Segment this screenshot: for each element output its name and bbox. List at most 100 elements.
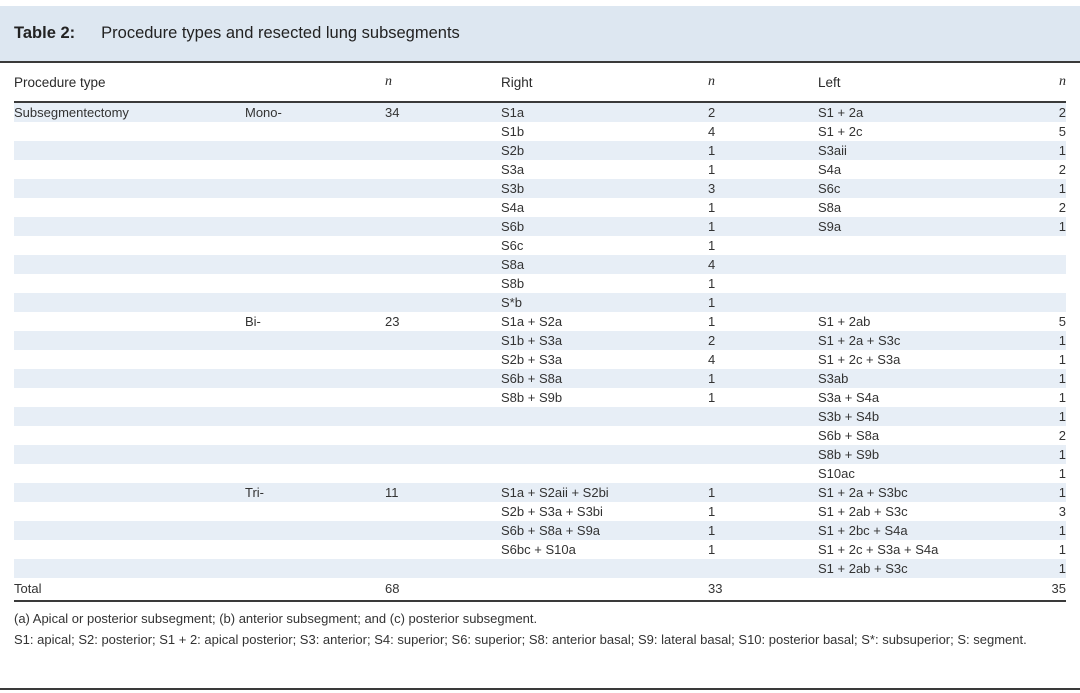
cell-right-n <box>708 426 818 445</box>
cell-procedure-type <box>14 312 245 331</box>
cell-left-n: 1 <box>1058 542 1066 557</box>
cell-left-n: 2 <box>1058 162 1066 177</box>
cell-n-total: 23 <box>385 314 400 329</box>
table-row: S6b + S8a + S9a 1 S1 + 2bc + S4a 1 <box>14 521 1066 540</box>
cell-right-n <box>708 407 818 426</box>
cell-right-segments: S6c <box>501 238 524 253</box>
cell-subtype <box>245 369 385 388</box>
cell-right-n: 1 <box>708 162 716 177</box>
cell-n-total <box>385 407 501 426</box>
col-header-left: Left <box>818 63 1000 103</box>
cell-right-segments: S8b + S9b <box>501 390 563 405</box>
table-number: Table 2: <box>14 24 76 42</box>
table-row: S3a 1 S4a 2 <box>14 160 1066 179</box>
col-header-n-total: n <box>385 63 501 103</box>
footnote-segment-key: S1: apical; S2: posterior; S1 + 2: apica… <box>14 632 1027 647</box>
cell-n-total <box>385 236 501 255</box>
total-right-n-value: 33 <box>708 578 818 602</box>
col-header-n-left: n <box>1000 63 1066 103</box>
cell-subtype <box>245 388 385 407</box>
cell-left-n: 5 <box>1058 314 1066 329</box>
cell-procedure-type <box>14 445 245 464</box>
cell-subtype: Tri- <box>245 483 385 502</box>
cell-n-total <box>385 426 501 445</box>
cell-right-segments: S6b <box>501 217 708 236</box>
cell-right-segments: S1a + S2aii + S2bi <box>501 483 708 502</box>
cell-n-total <box>385 141 501 160</box>
footnote-subsegment-key: (a) Apical or posterior subsegment; (b) … <box>14 611 538 626</box>
cell-subtype <box>245 141 385 160</box>
cell-subtype <box>245 274 385 293</box>
cell-subtype <box>245 521 385 540</box>
cell-n-total <box>385 350 501 369</box>
cell-n-total <box>385 331 501 350</box>
cell-n-total <box>385 521 501 540</box>
total-n-value: 68 <box>385 578 501 602</box>
cell-subtype <box>245 350 385 369</box>
cell-left-segments <box>818 274 1000 293</box>
table-row: S2b + S3a 4 S1 + 2c + S3a 1 <box>14 350 1066 369</box>
cell-right-n: 1 <box>708 521 818 540</box>
cell-subtype <box>245 540 385 559</box>
cell-right-segments <box>501 407 708 426</box>
cell-left-segments <box>818 293 1000 312</box>
table-row: S1 + 2ab + S3c 1 <box>14 559 1066 578</box>
cell-right-n: 1 <box>708 141 818 160</box>
cell-procedure-type <box>14 369 245 388</box>
table-row: S6c 1 <box>14 236 1066 255</box>
cell-right-segments <box>501 445 708 464</box>
cell-procedure-type <box>14 160 245 179</box>
procedures-table: Procedure type n Right n Left n Subsegme… <box>14 63 1066 602</box>
table-row: S8b + S9b 1 S3a + S4a 1 <box>14 388 1066 407</box>
cell-left-segments: S8a <box>818 200 842 215</box>
table-row: S2b + S3a + S3bi 1 S1 + 2ab + S3c 3 <box>14 502 1066 521</box>
cell-left-n: 1 <box>1000 331 1066 350</box>
cell-procedure-type <box>14 236 245 255</box>
cell-subtype <box>245 217 385 236</box>
cell-left-segments: S4a <box>818 162 842 177</box>
cell-procedure-type <box>14 122 245 141</box>
table-row: S6b 1 S9a 1 <box>14 217 1066 236</box>
cell-left-n <box>1000 274 1066 293</box>
cell-left-segments: S3a + S4a <box>818 390 880 405</box>
cell-procedure-type <box>14 407 245 426</box>
cell-left-n <box>1000 236 1066 255</box>
cell-left-n <box>1000 255 1066 274</box>
cell-n-total <box>385 198 501 217</box>
col-header-subtype-spacer <box>245 63 385 103</box>
cell-right-segments: S6bc + S10a <box>501 542 576 557</box>
cell-right-segments: S1a + S2a <box>501 314 563 329</box>
cell-procedure-type <box>14 293 245 312</box>
total-row: Total 68 33 35 <box>14 578 1066 602</box>
table-row: S1b 4 S1 + 2c 5 <box>14 122 1066 141</box>
cell-procedure-type <box>14 464 245 483</box>
cell-right-segments: S3b <box>501 179 708 198</box>
table-caption: Table 2: Procedure types and resected lu… <box>0 6 1080 63</box>
cell-left-segments: S1 + 2c + S3a <box>818 352 901 367</box>
table-title: Procedure types and resected lung subseg… <box>101 24 460 42</box>
cell-subtype: Mono- <box>245 102 385 122</box>
cell-n-total: 11 <box>385 483 501 502</box>
cell-left-n: 1 <box>1000 521 1066 540</box>
cell-left-n: 1 <box>1000 483 1066 502</box>
cell-right-segments: S8b <box>501 276 525 291</box>
cell-left-segments: S1 + 2ab + S3c <box>818 559 1000 578</box>
cell-subtype: Bi- <box>245 314 261 329</box>
cell-right-n <box>708 559 818 578</box>
cell-procedure-type <box>14 141 245 160</box>
cell-n-total <box>385 464 501 483</box>
cell-left-segments: S1 + 2ab + S3c <box>818 504 908 519</box>
cell-left-n: 1 <box>1058 466 1066 481</box>
cell-n-total <box>385 502 501 521</box>
cell-left-segments: S1 + 2bc + S4a <box>818 521 1000 540</box>
cell-procedure-type <box>14 350 245 369</box>
cell-left-n: 2 <box>1000 102 1066 122</box>
cell-right-segments <box>501 559 708 578</box>
total-left-n-value: 35 <box>1000 578 1066 602</box>
cell-left-segments: S1 + 2c + S3a + S4a <box>818 542 939 557</box>
cell-n-total <box>385 369 501 388</box>
cell-left-segments: S3aii <box>818 141 1000 160</box>
cell-procedure-type <box>14 540 245 559</box>
header-row: Procedure type n Right n Left n <box>14 63 1066 103</box>
table-row: S2b 1 S3aii 1 <box>14 141 1066 160</box>
